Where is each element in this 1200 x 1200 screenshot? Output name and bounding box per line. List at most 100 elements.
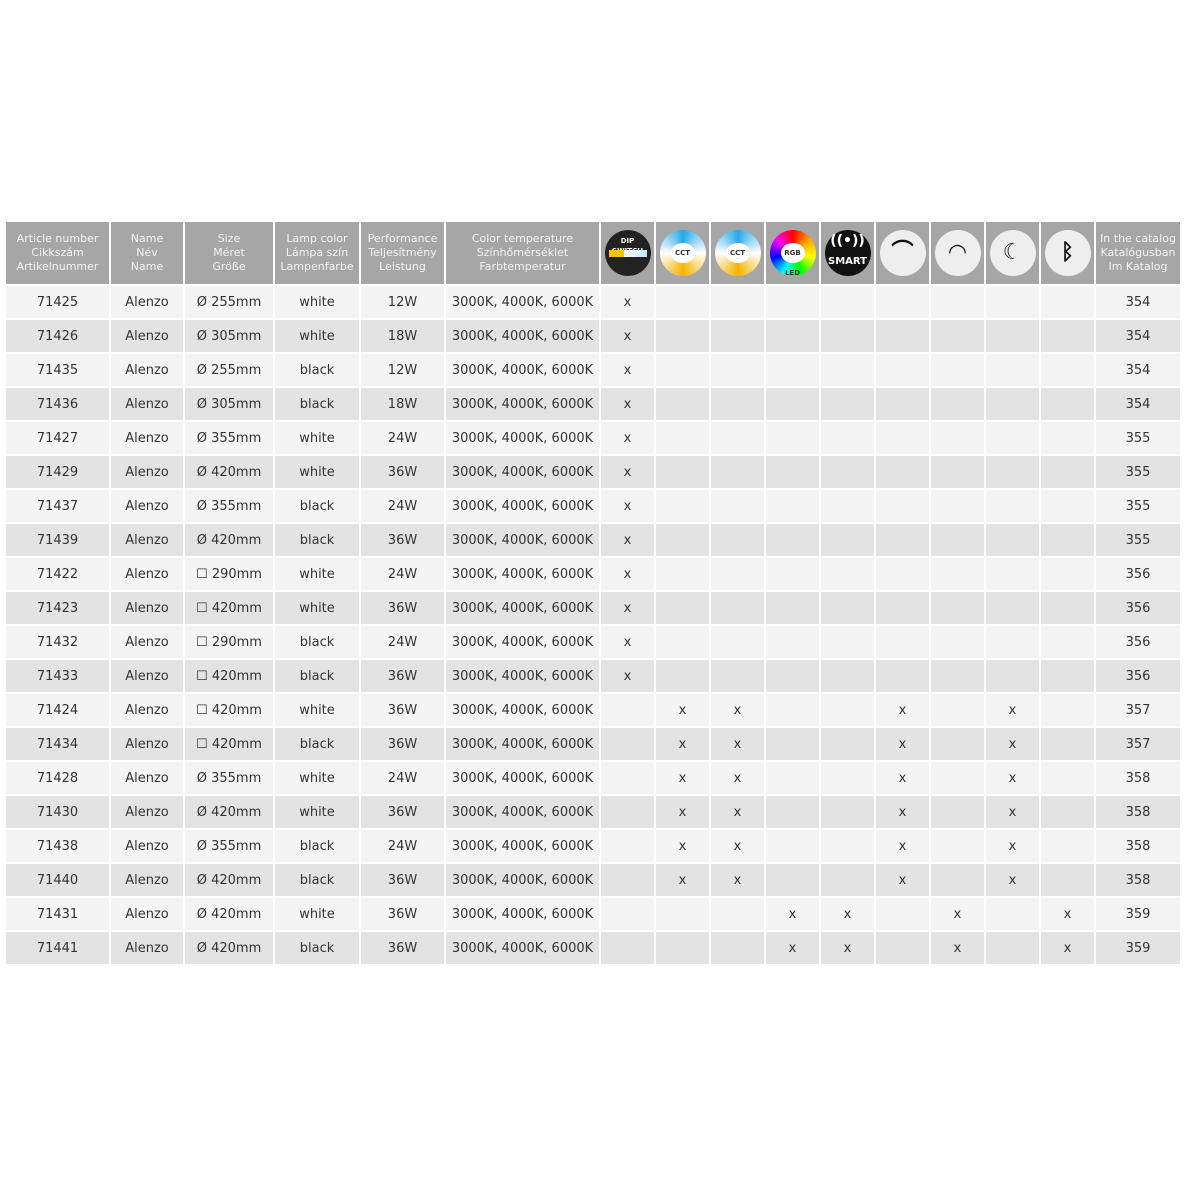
feature-cell: x [766, 932, 819, 964]
color-temperature-cell: 3000K, 4000K, 6000K [446, 694, 599, 726]
table-row: 71426 Alenzo Ø 305mm white 18W 3000K, 4000K, … [6, 320, 1180, 352]
feature-cell [711, 592, 764, 624]
feature-cell: x [601, 354, 654, 386]
feature-cell [931, 592, 984, 624]
cct-app-header: CCT [711, 222, 764, 284]
size-cell: Ø 420mm [185, 796, 273, 828]
feature-cell [766, 660, 819, 692]
feature-cell [931, 524, 984, 556]
night-mode-icon: ☾ [989, 230, 1036, 276]
feature-cell [601, 898, 654, 930]
article-number-cell: 71440 [6, 864, 109, 896]
feature-cell: x [601, 626, 654, 658]
feature-cell [986, 456, 1039, 488]
catalog-page-cell: 355 [1096, 422, 1180, 454]
feature-cell [876, 354, 929, 386]
size-cell: Ø 355mm [185, 830, 273, 862]
feature-cell [656, 660, 709, 692]
size-cell: Ø 305mm [185, 388, 273, 420]
feature-cell [931, 558, 984, 590]
smart-wifi-icon: ((•)) SMART [824, 230, 871, 276]
feature-cell [931, 660, 984, 692]
name-cell: Alenzo [111, 728, 183, 760]
table-row: 71440 Alenzo Ø 420mm black 36W 3000K, 4000K, … [6, 864, 1180, 896]
feature-cell [601, 762, 654, 794]
lamp-color-cell: white [275, 456, 359, 488]
feature-cell [986, 320, 1039, 352]
performance-cell: 36W [361, 898, 444, 930]
feature-cell [876, 626, 929, 658]
feature-cell: x [821, 932, 874, 964]
feature-cell [656, 490, 709, 522]
size-cell: ☐ 420mm [185, 694, 273, 726]
feature-cell [931, 694, 984, 726]
name-cell: Alenzo [111, 524, 183, 556]
feature-cell: x [656, 728, 709, 760]
rgb-led-icon: RGB LED [769, 230, 816, 277]
feature-cell [931, 320, 984, 352]
feature-cell [876, 898, 929, 930]
feature-cell [766, 320, 819, 352]
color-temperature-cell: 3000K, 4000K, 6000K [446, 762, 599, 794]
feature-cell: x [986, 694, 1039, 726]
table-row: 71429 Alenzo Ø 420mm white 36W 3000K, 4000K, … [6, 456, 1180, 488]
feature-cell [1041, 592, 1094, 624]
color-temperature-cell: 3000K, 4000K, 6000K [446, 286, 599, 318]
name-cell: Alenzo [111, 694, 183, 726]
lamp-color-cell: white [275, 592, 359, 624]
cct-app-icon: CCT [714, 230, 761, 276]
article-number-cell: 71427 [6, 422, 109, 454]
feature-cell [821, 320, 874, 352]
table-row: 71435 Alenzo Ø 255mm black 12W 3000K, 4000K, … [6, 354, 1180, 386]
feature-cell: x [711, 830, 764, 862]
feature-cell [986, 388, 1039, 420]
feature-cell [656, 456, 709, 488]
performance-cell: 24W [361, 762, 444, 794]
size-cell: Ø 255mm [185, 354, 273, 386]
feature-cell [766, 830, 819, 862]
lamp-color-cell: white [275, 320, 359, 352]
feature-cell: x [601, 490, 654, 522]
feature-cell [766, 490, 819, 522]
feature-cell: x [656, 762, 709, 794]
color-temperature-cell: 3000K, 4000K, 6000K [446, 320, 599, 352]
color-temperature-cell: 3000K, 4000K, 6000K [446, 422, 599, 454]
size-cell: Ø 355mm [185, 490, 273, 522]
cct-remote-header: CCT [656, 222, 709, 284]
feature-cell [656, 354, 709, 386]
feature-cell [986, 660, 1039, 692]
feature-cell [766, 524, 819, 556]
feature-cell [656, 592, 709, 624]
color-temperature-cell: 3000K, 4000K, 6000K [446, 660, 599, 692]
catalog-page-cell: 355 [1096, 524, 1180, 556]
feature-cell [1041, 694, 1094, 726]
remote-dimmable-icon: ⌒ [879, 230, 926, 276]
feature-cell [601, 830, 654, 862]
feature-cell: x [876, 796, 929, 828]
feature-cell [986, 422, 1039, 454]
feature-cell [711, 898, 764, 930]
size-cell: Ø 255mm [185, 286, 273, 318]
feature-cell [766, 456, 819, 488]
performance-cell: 36W [361, 524, 444, 556]
feature-cell [1041, 830, 1094, 862]
table-row: 71434 Alenzo ☐ 420mm black 36W 3000K, 4000K, … [6, 728, 1180, 760]
feature-cell [876, 524, 929, 556]
feature-cell [876, 490, 929, 522]
size-cell: Ø 420mm [185, 932, 273, 964]
feature-cell [986, 592, 1039, 624]
feature-cell [931, 422, 984, 454]
table-row: 71441 Alenzo Ø 420mm black 36W 3000K, 4000K, … [6, 932, 1180, 964]
feature-cell [931, 388, 984, 420]
feature-cell [711, 490, 764, 522]
lamp-color-cell: black [275, 354, 359, 386]
feature-cell: x [711, 694, 764, 726]
size-cell: ☐ 420mm [185, 728, 273, 760]
feature-cell [1041, 354, 1094, 386]
feature-cell: x [711, 864, 764, 896]
feature-cell [766, 796, 819, 828]
catalog-page-cell: 358 [1096, 864, 1180, 896]
feature-cell: x [601, 524, 654, 556]
feature-cell [821, 864, 874, 896]
feature-cell: x [711, 762, 764, 794]
